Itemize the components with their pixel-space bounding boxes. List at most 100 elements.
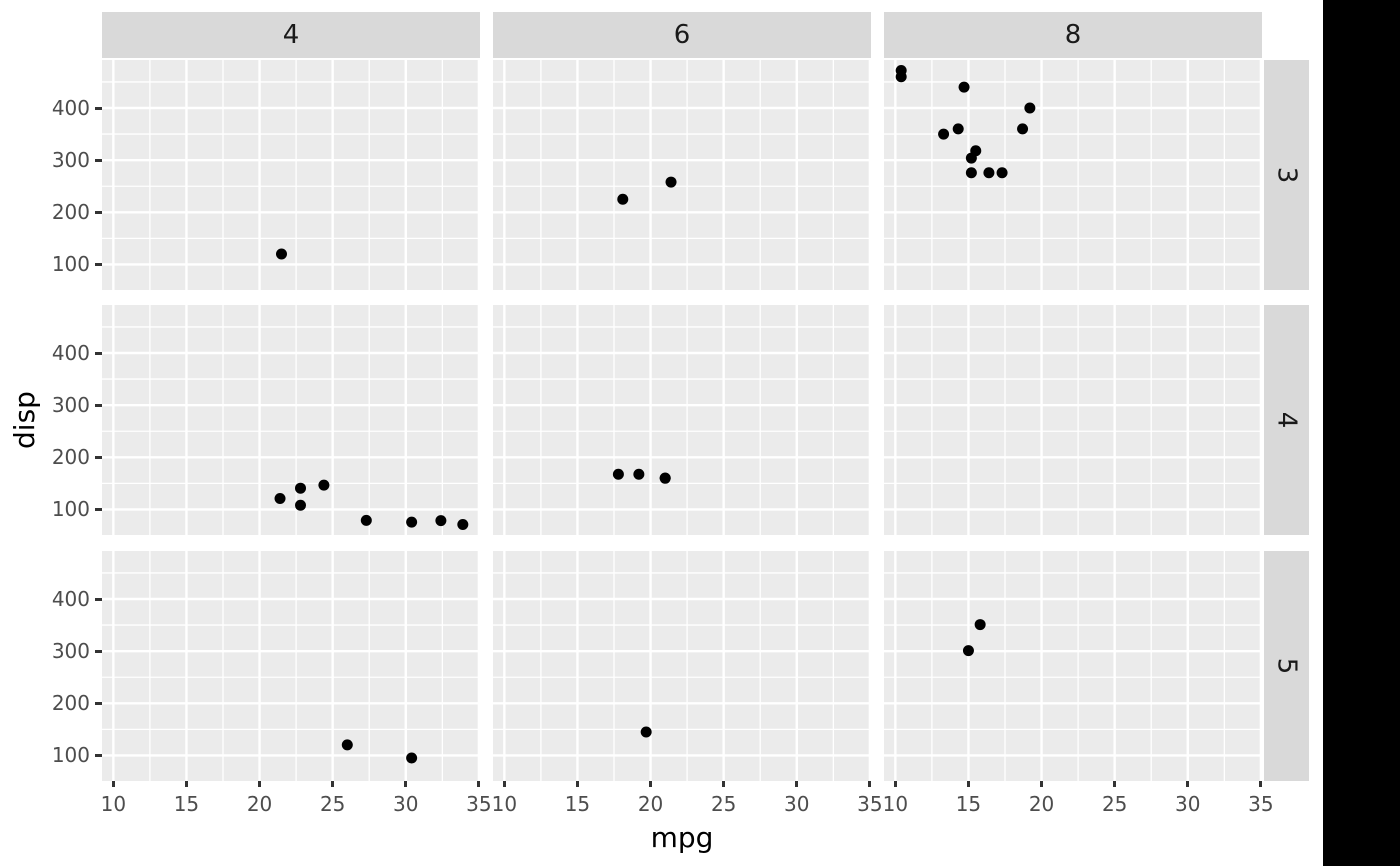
y-tick-mark	[95, 753, 102, 757]
data-point	[295, 499, 307, 511]
data-point	[457, 519, 469, 531]
x-tick-mark	[795, 781, 799, 787]
x-tick-mark	[575, 781, 579, 787]
data-point	[983, 167, 995, 179]
panel-background	[493, 305, 871, 535]
x-tick-mark	[258, 781, 262, 787]
x-tick-label: 30	[1175, 792, 1201, 816]
facet-row-strip-gear-4: 4	[1264, 305, 1309, 535]
y-tick-label: 400	[51, 587, 90, 611]
facet-panel-cyl8-gear3	[884, 60, 1262, 290]
x-tick-label: 15	[173, 792, 200, 816]
data-point	[612, 468, 624, 480]
panel-background	[102, 551, 480, 781]
data-point	[895, 71, 907, 83]
x-tick-mark	[893, 781, 897, 787]
facet-col-strip-label: 6	[673, 20, 691, 50]
y-tick-label: 400	[51, 341, 90, 365]
facet-col-strip-cyl-8: 8	[884, 12, 1262, 58]
right-black-band	[1323, 0, 1400, 866]
x-tick-mark	[1186, 781, 1190, 787]
x-tick-mark	[404, 781, 408, 787]
data-point	[640, 726, 652, 738]
x-tick-mark	[477, 781, 481, 787]
y-tick-mark	[95, 210, 102, 214]
panel-background	[493, 551, 871, 781]
facet-row-strip-label: 4	[1271, 411, 1302, 429]
y-tick-label: 200	[51, 445, 90, 470]
y-tick-mark	[95, 507, 102, 511]
data-point	[965, 152, 977, 164]
y-axis-title: disp	[8, 391, 41, 449]
x-tick-label: 10	[100, 792, 127, 816]
data-point	[996, 167, 1008, 179]
y-tick-label: 200	[51, 200, 90, 225]
data-point	[295, 482, 307, 494]
x-tick-label: 35	[466, 792, 492, 816]
x-tick-mark	[649, 781, 653, 787]
facet-col-strip-label: 4	[282, 20, 300, 50]
facet-panel-cyl8-gear5	[884, 551, 1262, 781]
y-tick-label: 100	[51, 743, 90, 768]
x-tick-mark	[722, 781, 726, 787]
y-tick-label: 300	[51, 393, 90, 418]
data-point	[1024, 102, 1036, 114]
x-tick-mark	[966, 781, 970, 787]
data-point	[962, 645, 974, 657]
x-axis-title: mpg	[650, 821, 714, 854]
data-point	[435, 515, 447, 527]
facet-row-strip-label: 5	[1271, 657, 1302, 675]
y-tick-mark	[95, 158, 102, 162]
x-tick-mark	[1040, 781, 1044, 787]
x-tick-mark	[111, 781, 115, 787]
y-tick-mark	[95, 455, 102, 459]
facet-col-strip-cyl-4: 4	[102, 12, 480, 58]
y-tick-mark	[95, 701, 102, 705]
y-tick-label: 300	[51, 148, 90, 173]
y-tick-mark	[95, 106, 102, 110]
y-tick-mark	[95, 649, 102, 653]
facet-row-strip-gear-3: 3	[1264, 60, 1309, 290]
x-tick-mark	[868, 781, 872, 787]
facet-col-strip-cyl-6: 6	[493, 12, 871, 58]
x-tick-label: 25	[710, 792, 737, 816]
y-tick-label: 100	[51, 497, 90, 522]
data-point	[341, 739, 353, 751]
data-point	[617, 193, 629, 205]
data-point	[965, 167, 977, 179]
facet-panel-cyl8-gear4	[884, 305, 1262, 535]
panel-background	[884, 60, 1262, 290]
x-tick-label: 20	[246, 792, 273, 816]
data-point	[974, 619, 986, 631]
y-tick-label: 400	[51, 96, 90, 120]
y-tick-mark	[95, 262, 102, 266]
x-tick-label: 25	[319, 792, 346, 816]
data-point	[406, 516, 418, 528]
facet-panel-cyl6-gear4	[493, 305, 871, 535]
data-point	[318, 479, 330, 491]
data-point	[952, 123, 964, 135]
y-tick-mark	[95, 351, 102, 355]
facet-panel-cyl6-gear3	[493, 60, 871, 290]
x-tick-label: 25	[1101, 792, 1128, 816]
data-point	[275, 248, 287, 260]
x-tick-label: 35	[1248, 792, 1274, 816]
facet-panel-cyl4-gear3	[102, 60, 480, 290]
data-point	[360, 514, 372, 526]
x-tick-label: 20	[637, 792, 664, 816]
data-point	[274, 493, 286, 505]
x-tick-mark	[1259, 781, 1263, 787]
facet-panel-cyl4-gear5	[102, 551, 480, 781]
data-point	[665, 176, 677, 188]
y-tick-label: 100	[51, 252, 90, 277]
facet-row-strip-gear-5: 5	[1264, 551, 1309, 781]
y-tick-mark	[95, 403, 102, 407]
x-tick-label: 10	[882, 792, 909, 816]
x-tick-mark	[331, 781, 335, 787]
x-tick-mark	[502, 781, 506, 787]
panel-background	[493, 60, 871, 290]
x-tick-label: 20	[1028, 792, 1055, 816]
x-tick-label: 15	[564, 792, 591, 816]
panel-background	[884, 551, 1262, 781]
